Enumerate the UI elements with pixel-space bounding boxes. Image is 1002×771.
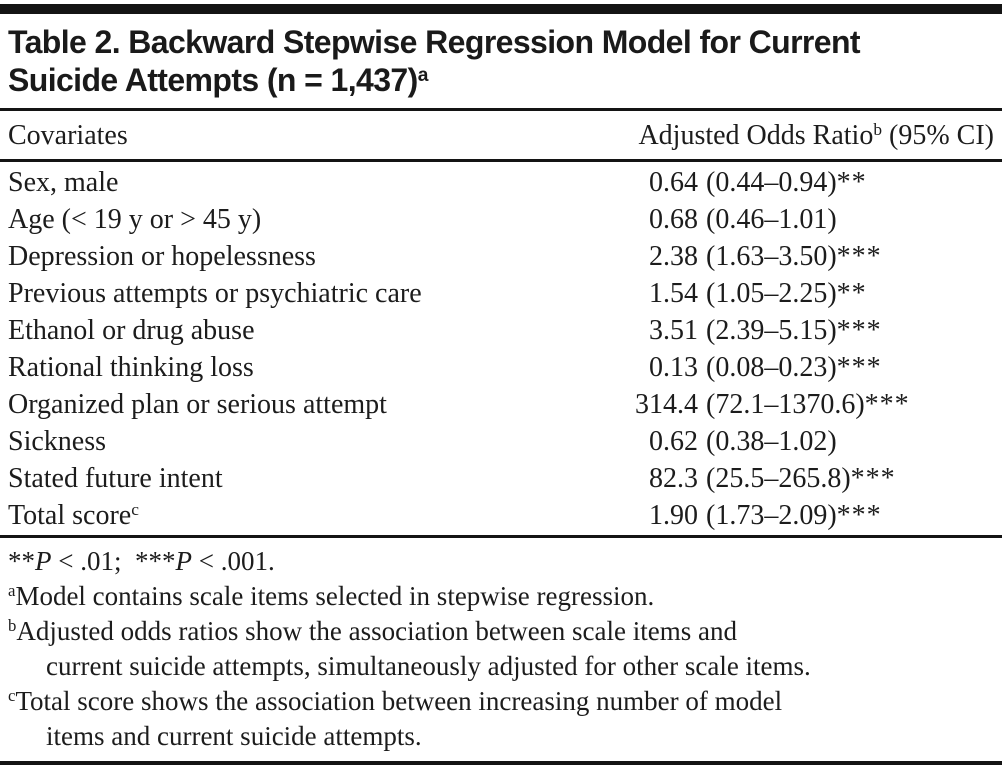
significance-text: ** [8, 546, 35, 576]
column-header-covariates: Covariates [8, 120, 128, 151]
table-top-bar [0, 4, 1002, 14]
covariate-label: Stated future intent [8, 463, 223, 494]
confidence-interval: (2.39–5.15)*** [706, 315, 882, 346]
table-title-line1: Table 2. Backward Stepwise Regression Mo… [8, 24, 861, 60]
significance-stars: *** [836, 500, 882, 531]
covariate-label: Organized plan or serious attempt [8, 389, 387, 420]
footnote-b: bAdjusted odds ratios show the associati… [8, 614, 994, 684]
odds-ratio-cell: 1.54 (1.05–2.25)** [622, 275, 994, 312]
odds-ratio-value: 3.51 [649, 315, 698, 346]
table-row: Age (< 19 y or > 45 y) 0.68 (0.46–1.01) [0, 201, 1002, 238]
odds-ratio-cell: 0.13 (0.08–0.23)*** [622, 349, 994, 386]
footnote-marker-c: c [8, 686, 16, 706]
rule-below-body [0, 535, 1002, 538]
confidence-interval: (1.73–2.09)*** [706, 500, 882, 531]
significance-text: < .01; [51, 546, 135, 576]
footnote-continuation: items and current suicide attempts. [46, 721, 422, 751]
table-title-line2: Suicide Attempts (n = 1,437) [8, 62, 418, 98]
table-row: Organized plan or serious attempt 314.4 (7… [0, 386, 1002, 423]
table-row: Total scorec 1.90 (1.73–2.09)*** [0, 497, 1002, 534]
significance-stars: *** [836, 352, 882, 383]
covariate-footnote-marker: c [131, 499, 139, 519]
odds-ratio-cell: 314.4 (72.1–1370.6)*** [622, 386, 994, 423]
confidence-interval: (1.05–2.25)** [706, 278, 867, 309]
covariate-label: Age (< 19 y or > 45 y) [8, 204, 262, 235]
covariate-label: Sex, male [8, 167, 119, 198]
table-header-row: Covariates Adjusted Odds Ratiob (95% CI) [0, 111, 1002, 159]
confidence-interval: (0.46–1.01) [706, 204, 837, 235]
odds-ratio-value: 1.90 [649, 500, 698, 531]
covariate-label: Depression or hopelessness [8, 241, 316, 272]
covariate-label: Ethanol or drug abuse [8, 315, 255, 346]
covariate-label: Previous attempts or psychiatric care [8, 278, 422, 309]
lettered-footnotes: aModel contains scale items selected in … [8, 579, 994, 754]
significance-stars: *** [836, 315, 882, 346]
significance-text: *** [134, 546, 176, 576]
table-row: Ethanol or drug abuse 3.51 (2.39–5.15)*** [0, 312, 1002, 349]
table-row: Sickness 0.62 (0.38–1.02) [0, 423, 1002, 460]
confidence-interval: (72.1–1370.6)*** [706, 389, 910, 420]
table-row: Previous attempts or psychiatric care 1.5… [0, 275, 1002, 312]
footnote-continuation: current suicide attempts, simultaneously… [46, 651, 811, 681]
odds-ratio-value: 82.3 [649, 463, 698, 494]
table-row: Rational thinking loss 0.13 (0.08–0.23)*** [0, 349, 1002, 386]
significance-stars: *** [864, 389, 910, 420]
ci-header-text: (95% CI) [882, 120, 994, 151]
table-body: Sex, male 0.64 (0.44–0.94)** Age (< 19 y or… [0, 162, 1002, 535]
footnote-marker-a: a [8, 581, 16, 601]
odds-ratio-value: 314.4 [635, 389, 698, 420]
covariate-label: Total scorec [8, 499, 139, 531]
confidence-interval: (0.08–0.23)*** [706, 352, 882, 383]
significance-stars: ** [836, 167, 867, 198]
bottom-rule [0, 761, 1002, 765]
odds-ratio-cell: 2.38 (1.63–3.50)*** [622, 238, 994, 275]
significance-stars: *** [850, 463, 896, 494]
odds-ratio-cell: 82.3 (25.5–265.8)*** [622, 460, 994, 497]
odds-ratio-header-footnote-marker: b [873, 119, 883, 139]
column-header-odds-ratio: Adjusted Odds Ratiob (95% CI) [638, 119, 994, 153]
table-title: Table 2. Backward Stepwise Regression Mo… [0, 14, 1002, 108]
odds-ratio-cell: 1.90 (1.73–2.09)*** [622, 497, 994, 534]
odds-ratio-cell: 0.64 (0.44–0.94)** [622, 164, 994, 201]
confidence-interval: (0.44–0.94)** [706, 167, 867, 198]
odds-ratio-value: 1.54 [649, 278, 698, 309]
odds-ratio-header-text: Adjusted Odds Ratio [638, 120, 874, 151]
table-row: Sex, male 0.64 (0.44–0.94)** [0, 164, 1002, 201]
footnote-a: aModel contains scale items selected in … [8, 581, 655, 611]
table-row: Stated future intent 82.3 (25.5–265.8)*** [0, 460, 1002, 497]
rule-below-title [0, 108, 1002, 111]
significance-stars: *** [836, 241, 882, 272]
p-value-symbol: P [175, 546, 192, 576]
odds-ratio-value: 0.68 [649, 204, 698, 235]
confidence-interval: (0.38–1.02) [706, 426, 837, 457]
odds-ratio-cell: 3.51 (2.39–5.15)*** [622, 312, 994, 349]
covariate-label: Rational thinking loss [8, 352, 254, 383]
covariate-label: Sickness [8, 426, 106, 457]
confidence-interval: (1.63–3.50)*** [706, 241, 882, 272]
odds-ratio-cell: 0.62 (0.38–1.02) [622, 423, 994, 460]
odds-ratio-value: 0.13 [649, 352, 698, 383]
odds-ratio-cell: 0.68 (0.46–1.01) [622, 201, 994, 238]
confidence-interval: (25.5–265.8)*** [706, 463, 896, 494]
odds-ratio-value: 2.38 [649, 241, 698, 272]
table-row: Depression or hopelessness 2.38 (1.63–3.50… [0, 238, 1002, 275]
rule-below-header [0, 159, 1002, 162]
footnote-marker-b: b [8, 616, 17, 636]
significance-stars: ** [836, 278, 867, 309]
significance-text: < .001. [191, 546, 275, 576]
odds-ratio-value: 0.64 [649, 167, 698, 198]
table-title-footnote-marker: a [417, 65, 429, 87]
footnote-c: cTotal score shows the association betwe… [8, 684, 994, 754]
odds-ratio-value: 0.62 [649, 426, 698, 457]
significance-footnote: **P < .01; ***P < .001. [8, 544, 994, 579]
footnotes: **P < .01; ***P < .001. aModel contains … [0, 538, 1002, 761]
p-value-symbol: P [35, 546, 52, 576]
